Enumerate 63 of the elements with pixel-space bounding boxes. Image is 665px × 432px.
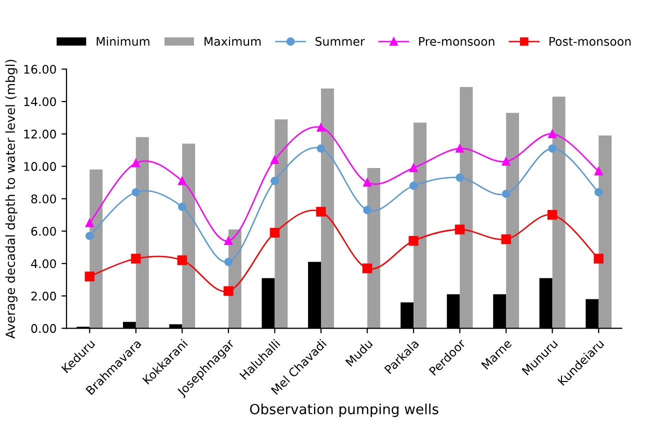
bar (182, 144, 196, 328)
point (594, 167, 603, 176)
point (548, 144, 557, 153)
point (501, 234, 511, 244)
y-tick-label: 2.00 (31, 292, 56, 301)
point (363, 178, 372, 187)
point (177, 255, 188, 266)
point (131, 254, 141, 264)
point (594, 254, 604, 264)
bar (90, 170, 103, 328)
bar (136, 137, 149, 328)
y-axis-title: Average decadal depth to water level (mbgl) (5, 60, 18, 339)
point (132, 188, 140, 196)
y-tick-label: 0.00 (31, 324, 56, 333)
y-tick-label: 10.00 (24, 162, 56, 171)
point (132, 158, 140, 168)
legend-label: Maximum (204, 36, 261, 46)
point (548, 210, 558, 220)
point (270, 176, 279, 186)
point (224, 236, 233, 246)
point (454, 224, 465, 234)
point (548, 130, 557, 138)
point (362, 264, 372, 274)
y-tick-label: 6.00 (31, 226, 56, 236)
x-axis-title: Observation pumping wells (250, 404, 438, 418)
point (84, 272, 94, 282)
point (224, 258, 233, 266)
bar (598, 136, 612, 328)
y-tick-label: 12.00 (24, 130, 56, 139)
point (409, 164, 418, 172)
bar (414, 122, 427, 328)
y-tick-label: 16.00 (24, 64, 56, 74)
point (502, 190, 510, 198)
point (270, 156, 279, 164)
point (409, 182, 418, 190)
point (224, 286, 234, 296)
point (456, 144, 464, 153)
bar (274, 119, 288, 328)
point (594, 188, 603, 196)
bar (506, 112, 520, 328)
point (456, 173, 464, 182)
bar (367, 168, 380, 328)
point (502, 157, 510, 166)
point (178, 176, 186, 186)
point (85, 218, 94, 228)
legend-label: Minimum (96, 36, 150, 46)
point (363, 206, 372, 214)
y-tick-label: 4.00 (31, 259, 56, 268)
point (316, 144, 326, 153)
y-tick-label: 8.00 (31, 194, 56, 204)
bar (460, 86, 473, 328)
point (178, 202, 186, 211)
point (270, 228, 280, 238)
legend-label: Post-monsoon (550, 37, 631, 46)
point (316, 206, 326, 217)
legend-label: Summer (316, 36, 365, 46)
point (316, 123, 326, 132)
point (85, 232, 94, 240)
y-tick-label: 14.00 (24, 97, 56, 106)
legend-label: Pre-monsoon (419, 37, 494, 46)
bar (321, 88, 334, 328)
point (408, 236, 418, 246)
bar (552, 96, 566, 328)
